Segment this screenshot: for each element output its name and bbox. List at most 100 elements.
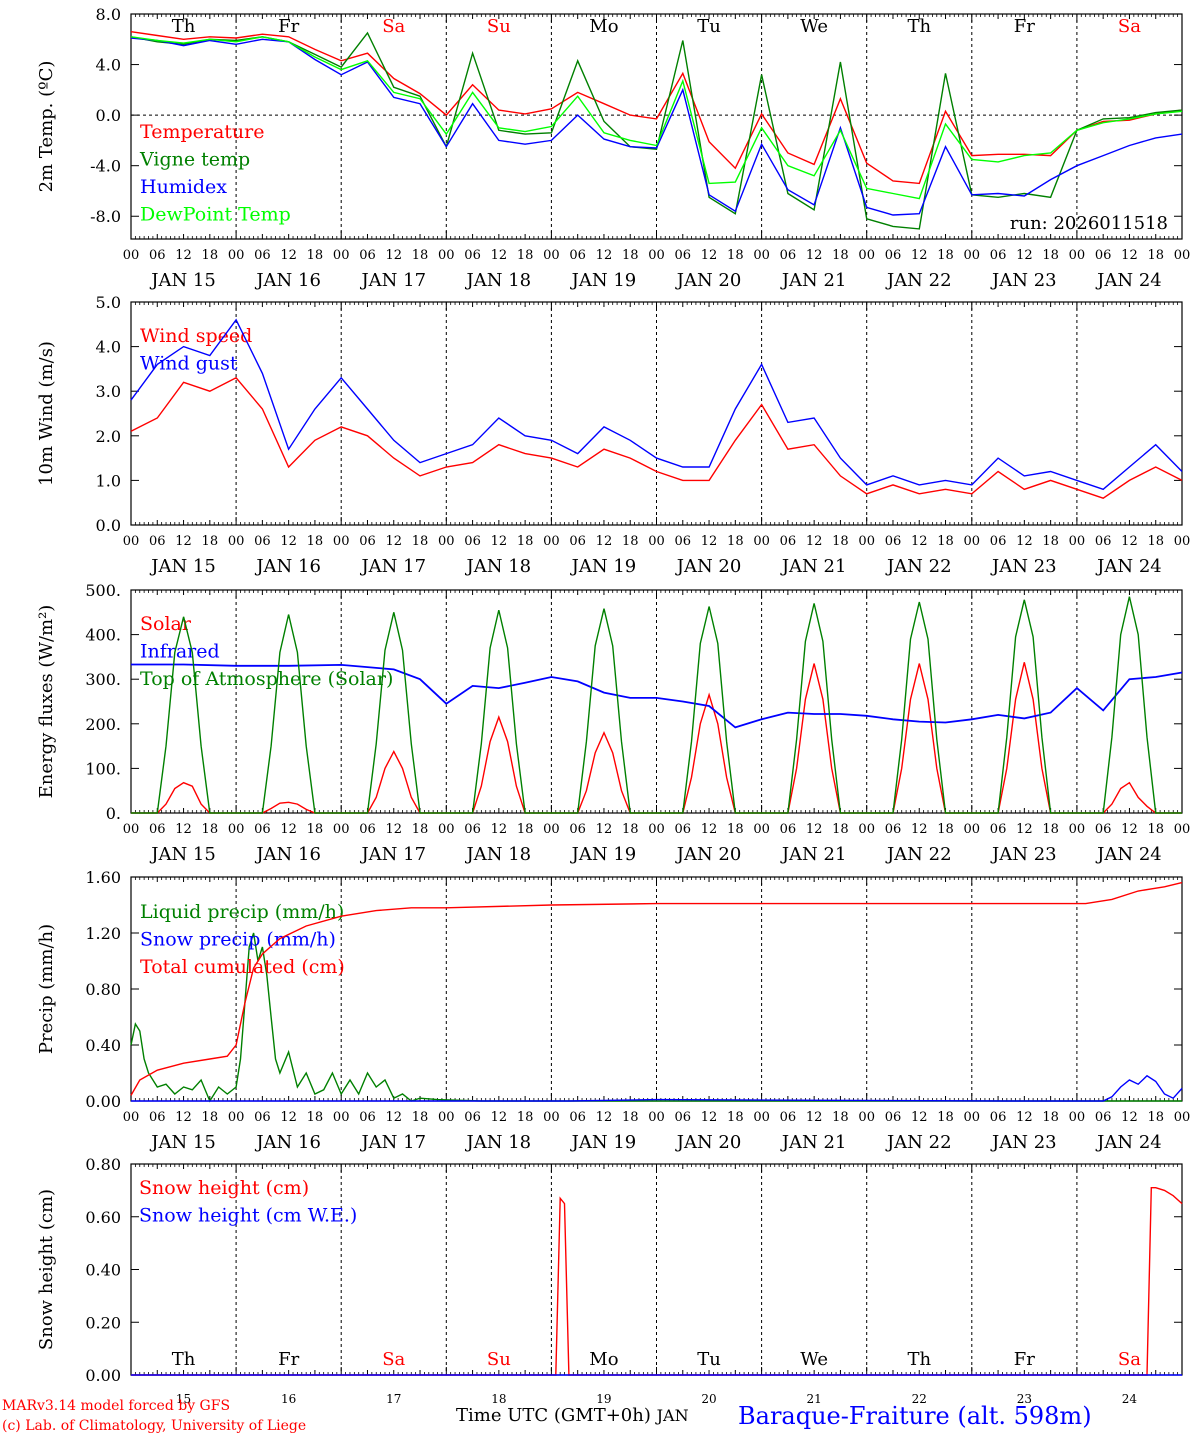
hour-tick-label: 06: [359, 248, 376, 263]
hour-tick-label: 00: [753, 1110, 770, 1125]
hour-tick-label: 18: [517, 822, 534, 837]
series-line-1: [130, 376, 1183, 499]
hour-tick-label: 00: [228, 822, 245, 837]
legend-entry: Wind speed: [140, 325, 252, 347]
hour-tick-label: 12: [806, 1110, 823, 1125]
hour-tick-label: 06: [149, 534, 166, 549]
day-name-label: Th: [907, 1349, 931, 1370]
hour-tick-label: 12: [1016, 248, 1033, 263]
date-label: JAN 16: [254, 270, 321, 291]
hour-tick-label: 06: [569, 822, 586, 837]
hour-tick-label: 12: [911, 534, 928, 549]
y-tick-label: 0.40: [85, 1261, 121, 1280]
hour-tick-label: 18: [622, 822, 639, 837]
day-name-label: Su: [487, 1349, 511, 1370]
y-tick-label: 0.: [106, 804, 121, 823]
hour-tick-label: 12: [491, 248, 508, 263]
y-axis-label: Energy fluxes (W/m²): [36, 605, 57, 799]
hour-tick-label: 12: [1016, 822, 1033, 837]
hour-tick-label: 18: [202, 1110, 219, 1125]
legend-entry: Top of Atmosphere (Solar): [140, 668, 393, 690]
y-tick-label: 4.0: [96, 56, 121, 75]
date-label: JAN 19: [570, 1132, 637, 1153]
hour-tick-label: 12: [806, 248, 823, 263]
model-credit-line-1: MARv3.14 model forced by GFS: [2, 1398, 231, 1414]
day-name-label: Sa: [1118, 16, 1141, 37]
hour-tick-label: 18: [1042, 248, 1059, 263]
hour-tick-label: 18: [832, 822, 849, 837]
day-name-label: Sa: [382, 1349, 405, 1370]
hour-tick-label: 18: [202, 534, 219, 549]
hour-tick-label: 00: [858, 1110, 875, 1125]
legend-entry: Solar: [140, 613, 192, 635]
hour-tick-label: 18: [412, 248, 429, 263]
date-label: JAN 23: [990, 556, 1057, 577]
series-line-3: [131, 596, 1182, 814]
hour-tick-label: 06: [359, 534, 376, 549]
day-number-label: 19: [596, 1392, 611, 1406]
plot-frame: [130, 589, 1183, 814]
hour-tick-label: 18: [937, 534, 954, 549]
legend-entry: Snow height (cm W.E.): [139, 1205, 357, 1227]
hour-tick-label: 12: [385, 534, 402, 549]
day-number-label: 22: [912, 1392, 927, 1406]
y-tick-label: 0.60: [85, 1208, 121, 1227]
y-tick-label: -8.0: [90, 207, 121, 226]
hour-tick-label: 12: [701, 822, 718, 837]
panel-3: 00 06 12 18 00 06 12 18 00 06 12 18 00 06 12 18 00 06 12 18…: [36, 581, 1190, 865]
model-credit-line-2: (c) Lab. of Climatology, University of L…: [2, 1418, 307, 1434]
hour-tick-label: 00: [543, 248, 560, 263]
hour-tick-label: 00: [1174, 1110, 1191, 1125]
hour-tick-label: 18: [412, 1110, 429, 1125]
hour-tick-label: 18: [307, 248, 324, 263]
hour-tick-label: 00: [123, 248, 140, 263]
hour-tick-label: 06: [1095, 1110, 1112, 1125]
panel-5: Th 15 Fr 16 Sa 17 Su 18 Mo 19 Tu 20 We 21 Th 22 Fr 23 Sa 24…: [36, 1155, 1183, 1406]
hour-tick-label: 00: [333, 822, 350, 837]
legend-entry: Infrared: [140, 641, 220, 663]
hour-tick-label: 18: [937, 822, 954, 837]
date-label: JAN 24: [1095, 270, 1162, 291]
hour-tick-label: 18: [622, 1110, 639, 1125]
day-name-label: We: [800, 1349, 828, 1370]
hour-tick-label: 06: [675, 534, 692, 549]
hour-tick-label: 12: [1121, 822, 1138, 837]
series-line-2: [131, 663, 1183, 729]
hour-tick-label: 18: [727, 822, 744, 837]
y-tick-label: 8.0: [96, 5, 121, 24]
y-tick-label: 0.40: [85, 1036, 121, 1055]
hour-tick-label: 00: [1069, 534, 1086, 549]
hour-tick-label: 00: [648, 248, 665, 263]
date-label: JAN 22: [885, 1132, 952, 1153]
date-label: JAN 24: [1095, 556, 1162, 577]
legend-entry: DewPoint Temp: [140, 204, 291, 226]
hour-tick-label: 12: [175, 822, 192, 837]
hour-tick-label: 18: [307, 534, 324, 549]
hour-tick-label: 12: [806, 534, 823, 549]
hour-tick-label: 00: [438, 1110, 455, 1125]
hour-tick-label: 12: [911, 248, 928, 263]
hour-tick-label: 00: [543, 534, 560, 549]
y-tick-label: 1.60: [85, 868, 121, 887]
hour-tick-label: 00: [438, 534, 455, 549]
hour-tick-label: 00: [123, 822, 140, 837]
date-label: JAN 16: [254, 844, 321, 865]
day-name-label: Th: [172, 16, 196, 37]
day-number-label: 17: [386, 1392, 401, 1406]
hour-tick-label: 06: [254, 534, 271, 549]
hour-tick-label: 18: [832, 534, 849, 549]
hour-tick-label: 18: [1147, 822, 1164, 837]
hour-tick-label: 12: [1121, 248, 1138, 263]
hour-tick-label: 18: [412, 822, 429, 837]
date-label: JAN 24: [1095, 844, 1162, 865]
legend-entry: Temperature: [140, 121, 264, 143]
hour-tick-label: 18: [202, 248, 219, 263]
hour-tick-label: 00: [753, 248, 770, 263]
series-line-1: [130, 31, 1183, 185]
day-number-label: 24: [1122, 1392, 1138, 1406]
hour-tick-label: 06: [569, 534, 586, 549]
legend-entry: Wind gust: [140, 353, 238, 375]
y-axis-label: 2m Temp. (ºC): [36, 61, 57, 193]
hour-tick-label: 06: [464, 1110, 481, 1125]
hour-tick-label: 00: [333, 1110, 350, 1125]
